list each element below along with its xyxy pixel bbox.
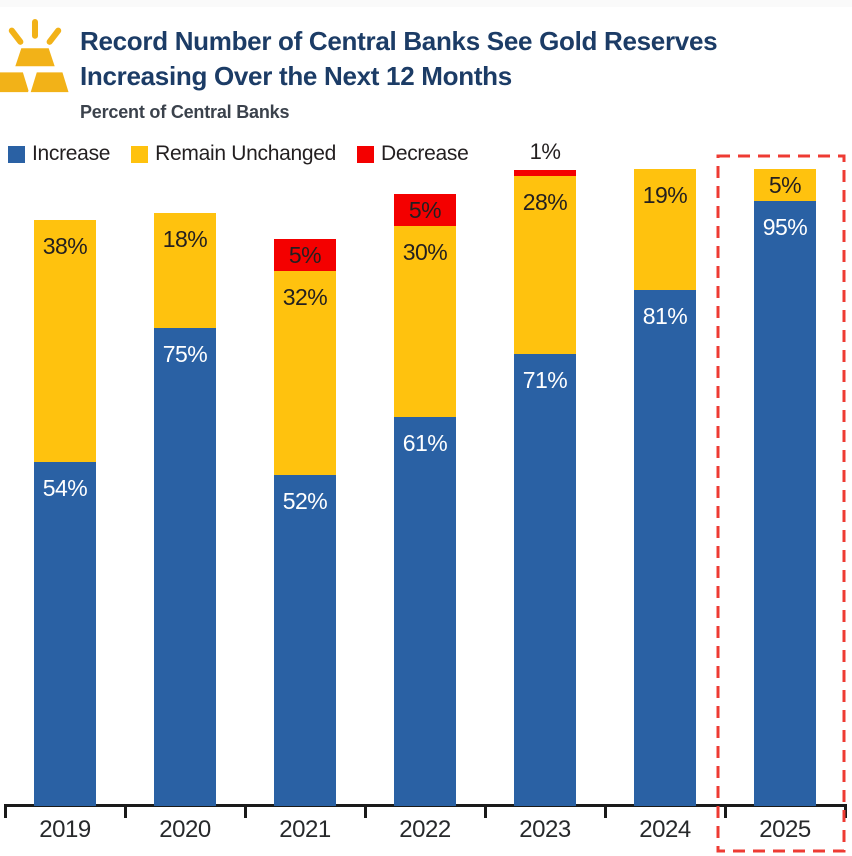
top-divider	[0, 0, 852, 7]
bar-2020: 18% 75%	[154, 213, 216, 806]
segment-value-label: 5%	[768, 172, 802, 198]
segment-value-label: 5%	[288, 242, 322, 268]
segment-value-label: 5%	[408, 197, 442, 223]
bar-segment-2020-increase: 75%	[154, 328, 216, 806]
x-axis-label-2024: 2024	[639, 816, 691, 843]
chart-title-line-2: Increasing Over the Next 12 Months	[80, 61, 512, 91]
x-axis-label-2020: 2020	[159, 816, 211, 843]
legend-swatch-increase	[8, 145, 25, 163]
chart-title-line-1: Record Number of Central Banks See Gold …	[80, 26, 718, 56]
legend-label: Remain Unchanged	[155, 142, 336, 165]
segment-value-label: 81%	[642, 303, 688, 329]
x-axis-tick	[604, 804, 607, 818]
bar-segment-2023-decrease	[514, 170, 576, 176]
bar-segment-2019-increase: 54%	[34, 462, 96, 806]
x-axis-tick	[724, 804, 727, 818]
bar-segment-2024-increase: 81%	[634, 290, 696, 806]
legend-item-decrease: Decrease	[356, 142, 469, 166]
segment-value-label: 38%	[42, 233, 88, 259]
bar-segment-2024-remain-unchanged: 19%	[634, 169, 696, 290]
x-axis-label-2023: 2023	[519, 816, 571, 843]
outside-value-label-2023: 1%	[529, 139, 561, 164]
x-axis-label-2022: 2022	[399, 816, 451, 843]
segment-value-label: 19%	[642, 182, 688, 208]
x-axis-tick	[244, 804, 247, 818]
bar-segment-2023-increase: 71%	[514, 354, 576, 806]
bar-segment-2022-decrease: 5%	[394, 194, 456, 226]
bar-2021: 5% 32% 52%	[274, 239, 336, 806]
bar-segment-2021-increase: 52%	[274, 475, 336, 806]
highlight-box-2025	[716, 154, 846, 853]
segment-value-label: 52%	[282, 488, 328, 514]
segment-value-label: 54%	[42, 475, 88, 501]
gold-bars-sun-icon	[0, 19, 72, 95]
chart-legend: Increase Remain Unchanged Decrease	[8, 142, 469, 166]
segment-value-label: 75%	[162, 341, 208, 367]
x-axis-tick	[364, 804, 367, 818]
x-axis-label-2021: 2021	[279, 816, 331, 843]
bar-segment-2025-increase: 95%	[754, 201, 816, 806]
x-axis-tick	[484, 804, 487, 818]
bar-segment-2025-remain-unchanged: 5%	[754, 169, 816, 201]
legend-label: Decrease	[380, 142, 469, 165]
bar-segment-2019-remain-unchanged: 38%	[34, 220, 96, 462]
chart-subtitle: Percent of Central Banks	[80, 102, 290, 122]
bar-2019: 38% 54%	[34, 220, 96, 806]
bar-2023: 28% 71%	[514, 170, 576, 806]
segment-value-label: 95%	[762, 214, 808, 240]
segment-value-label: 32%	[282, 284, 328, 310]
bar-segment-2021-remain-unchanged: 32%	[274, 271, 336, 475]
x-axis-label-2019: 2019	[39, 816, 91, 843]
bar-segment-2022-increase: 61%	[394, 417, 456, 806]
bar-segment-2023-remain-unchanged: 28%	[514, 176, 576, 354]
legend-swatch-remain-unchanged	[131, 145, 149, 163]
x-axis-tick	[124, 804, 127, 818]
bar-segment-2021-decrease: 5%	[274, 239, 336, 271]
bar-2025: 5% 95%	[754, 169, 816, 806]
segment-value-label: 28%	[522, 189, 568, 215]
segment-value-label: 71%	[522, 367, 568, 393]
legend-item-increase: Increase	[8, 142, 110, 166]
bar-segment-2020-remain-unchanged: 18%	[154, 213, 216, 328]
bar-2024: 19% 81%	[634, 169, 696, 806]
legend-swatch-decrease	[356, 145, 374, 163]
legend-label: Increase	[32, 142, 111, 165]
legend-item-remain-unchanged: Remain Unchanged	[131, 142, 336, 166]
segment-value-label: 61%	[402, 430, 448, 456]
segment-value-label: 18%	[162, 226, 208, 252]
x-axis-label-2025: 2025	[759, 816, 811, 843]
segment-value-label: 30%	[402, 239, 448, 265]
x-axis-tick	[4, 804, 7, 818]
bar-2022: 5% 30% 61%	[394, 194, 456, 806]
bar-segment-2022-remain-unchanged: 30%	[394, 226, 456, 417]
